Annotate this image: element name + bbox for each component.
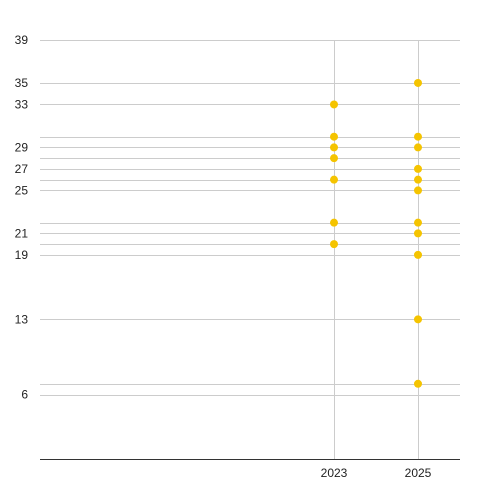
y-tick-label: 6 [21, 388, 28, 402]
y-tick-label: 35 [15, 76, 29, 90]
data-point [414, 315, 422, 324]
data-point [414, 164, 422, 173]
y-tick-label: 21 [15, 226, 29, 240]
data-point [330, 218, 338, 227]
grid-lines [40, 40, 460, 459]
y-tick-label: 13 [15, 312, 29, 326]
data-point [414, 229, 422, 238]
data-point [330, 143, 338, 152]
data-point [414, 379, 422, 388]
data-point [330, 175, 338, 184]
data-point [414, 250, 422, 259]
y-tick-label: 29 [15, 140, 29, 154]
tick-labels: 6 13 19 21 25 27 29 33 35 39 2023 2025 [15, 33, 432, 480]
y-tick-label: 27 [15, 162, 29, 176]
data-point [330, 100, 338, 109]
data-point [330, 240, 338, 249]
data-point [414, 78, 422, 87]
data-point [414, 143, 422, 152]
y-tick-label: 19 [15, 248, 29, 262]
y-tick-label: 33 [15, 97, 29, 111]
y-tick-label: 25 [15, 183, 29, 197]
data-point [414, 186, 422, 195]
data-points [330, 78, 422, 388]
data-point [330, 132, 338, 141]
data-point [414, 218, 422, 227]
data-point [414, 175, 422, 184]
x-tick-label: 2023 [321, 466, 348, 480]
data-point [414, 132, 422, 141]
data-point [330, 154, 338, 163]
x-tick-label: 2025 [405, 466, 432, 480]
y-tick-label: 39 [15, 33, 29, 47]
